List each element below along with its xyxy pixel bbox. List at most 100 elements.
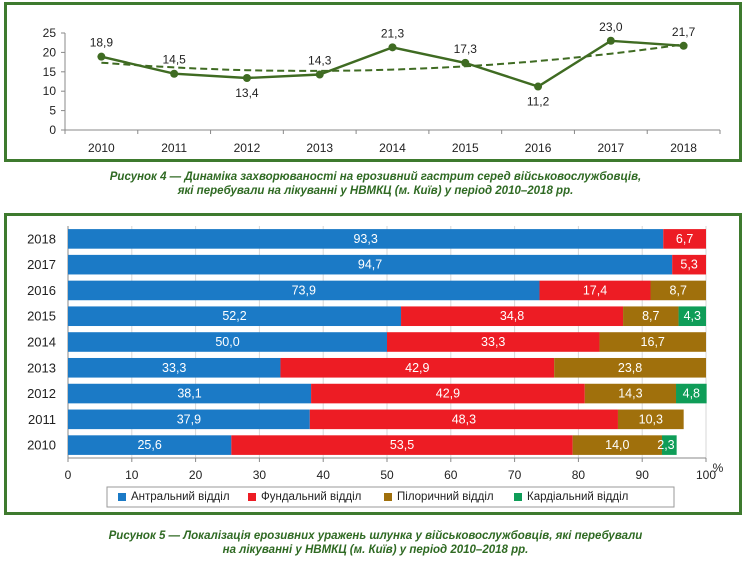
x-tick-label: 2012 [234,141,261,155]
y-tick-label: 20 [43,45,57,59]
bar-data-label: 2,3 [657,438,674,452]
bar-data-label: 52,2 [222,309,246,323]
x-tick-label: 2015 [452,141,479,155]
bar-data-label: 38,1 [177,387,201,401]
bar-segment [68,254,673,275]
x-tick-label: 30 [253,468,267,482]
legend-label: Антральний відділ [131,491,230,503]
bar-segment [617,409,684,430]
bar-segment [672,254,706,275]
line-chart: 0 5 10 15 20 25 2010 2011 2012 2013 2014 2015 2016 20… [43,20,721,155]
x-tick-label: 100 [696,468,716,482]
data-label: 14,5 [162,53,186,67]
figure-5-caption-line-1: Рисунок 5 — Локалізація ерозивних уражен… [108,530,643,542]
bar-data-label: 4,8 [683,387,700,401]
bar-data-label: 23,8 [618,361,642,375]
figure-4-caption: Рисунок 4 — Динаміка захворюваності на е… [0,170,751,198]
bar-segment [68,306,402,327]
bar-segment [309,409,618,430]
y-tick-label: 0 [49,123,56,137]
bar-segment [401,306,624,327]
x-tick-label: 20 [189,468,203,482]
bar-segment [68,435,232,455]
data-point [170,69,179,78]
data-point [388,43,397,52]
y-category-label: 2015 [27,309,56,324]
bar-segment [599,332,706,352]
y-category-label: 2016 [27,283,56,298]
figure-4-caption-line-2: які перебували на лікуванні у НВМКЦ (м. … [177,185,574,197]
y-category-label: 2013 [27,360,56,375]
bar-segment [68,409,310,430]
legend-swatch [118,493,126,501]
bar-data-label: 8,7 [642,309,659,323]
bar-data-label: 93,3 [353,232,377,246]
data-label: 13,4 [235,86,259,100]
legend: Антральний відділ Фундальний відділ Пілори… [106,486,675,508]
stacked-bar-chart: 0 10 20 30 40 50 60 70 80 90 100% 2018 93,3 6,7 2017 94… [27,226,724,508]
data-point [606,36,615,45]
bar-data-label: 34,8 [500,309,524,323]
x-tick-label: 80 [572,468,586,482]
x-tick-label: 2010 [88,141,115,155]
x-tick-label: 2016 [525,141,552,155]
bar-segment [280,357,555,378]
x-tick-label: 10 [125,468,139,482]
data-label: 23,0 [599,20,623,34]
bar-segment [68,357,281,378]
bar-segment [554,357,706,378]
y-tick-label: 5 [49,104,56,118]
legend-label: Кардіальний відділ [527,491,628,503]
bar-segment [231,435,573,455]
bar-segment [68,383,312,404]
y-tick-label: 10 [43,84,57,98]
data-label: 11,2 [527,95,550,109]
bar-segment [68,332,387,352]
figure-5-caption-line-2: на лікуванні у НВМКЦ (м. Київ) у період … [222,544,529,556]
bar-segment [387,332,600,352]
bar-segment [650,280,706,301]
bar-segment [572,435,662,455]
data-point [242,74,251,83]
y-category-label: 2017 [27,257,56,272]
legend-label: Фундальний відділ [261,491,361,503]
data-point [679,41,688,50]
data-label: 17,3 [454,42,478,56]
y-category-label: 2010 [27,438,56,453]
bar-data-label: 10,3 [639,412,663,426]
x-tick-label: 90 [636,468,650,482]
legend-swatch [248,493,256,501]
data-point [534,82,543,91]
bar-data-label: 14,0 [605,438,629,452]
bar-segment [623,306,679,327]
x-tick-label: 60 [444,468,458,482]
bar-data-label: 17,4 [583,283,607,297]
bar-data-label: 48,3 [452,412,476,426]
bar-data-label: 33,3 [481,335,505,349]
bar-data-label: 42,9 [436,387,460,401]
bar-data-label: 33,3 [162,361,186,375]
bar-data-label: 25,6 [137,438,161,452]
x-tick-label: 40 [317,468,331,482]
bar-segment [68,229,664,249]
bar-segment [676,383,707,404]
bar-data-label: 53,5 [390,438,414,452]
x-tick-label: 2014 [379,141,406,155]
bar-data-label: 94,7 [358,258,382,272]
x-tick-label: 0 [65,468,72,482]
data-label: 14,3 [308,54,332,68]
bar-segment [663,229,706,249]
figure-5-caption: Рисунок 5 — Локалізація ерозивних уражен… [0,529,751,557]
bar-data-label: 73,9 [292,283,316,297]
y-category-label: 2014 [27,335,56,350]
y-category-label: 2012 [27,386,56,401]
bar-data-label: 50,0 [215,335,239,349]
x-tick-label: 2013 [306,141,333,155]
bar-data-label: 6,7 [676,232,693,246]
y-category-label: 2011 [28,412,56,427]
bar-segment [311,383,585,404]
data-label: 21,7 [672,25,696,39]
legend-swatch [514,493,522,501]
x-tick-label: 70 [508,468,522,482]
x-tick-label: 2017 [597,141,624,155]
